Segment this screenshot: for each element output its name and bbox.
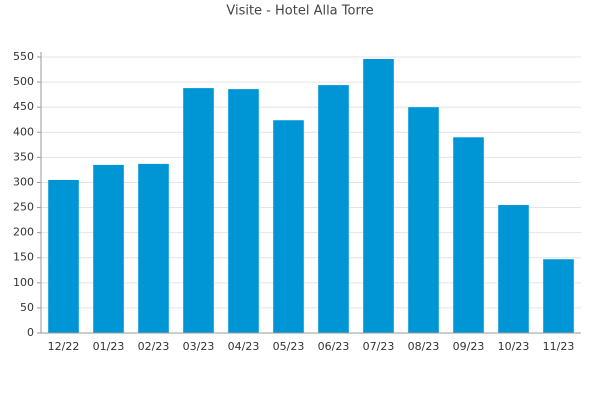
x-tick-label: 11/23 (543, 340, 575, 353)
x-tick-label: 04/23 (228, 340, 260, 353)
y-tick-label: 250 (13, 201, 34, 214)
bar (408, 107, 439, 333)
y-tick-label: 400 (13, 125, 34, 138)
y-tick-label: 150 (13, 251, 34, 264)
bar (543, 259, 574, 333)
y-tick-label: 550 (13, 50, 34, 63)
x-tick-label: 02/23 (138, 340, 170, 353)
y-tick-label: 100 (13, 276, 34, 289)
y-tick-label: 350 (13, 150, 34, 163)
bar (228, 89, 259, 333)
y-tick-label: 450 (13, 100, 34, 113)
x-tick-label: 05/23 (273, 340, 305, 353)
x-tick-label: 01/23 (93, 340, 125, 353)
y-tick-label: 500 (13, 75, 34, 88)
bar (318, 85, 349, 333)
x-tick-label: 06/23 (318, 340, 350, 353)
bar (48, 179, 79, 333)
x-tick-label: 08/23 (408, 340, 440, 353)
bar (453, 137, 484, 333)
bar (138, 163, 169, 333)
y-tick-label: 50 (20, 301, 34, 314)
x-tick-label: 07/23 (363, 340, 395, 353)
chart-title: Visite - Hotel Alla Torre (226, 4, 373, 19)
bar (93, 164, 124, 333)
bar (273, 120, 304, 333)
x-tick-label: 09/23 (453, 340, 485, 353)
x-tick-label: 12/22 (48, 340, 80, 353)
bar (183, 88, 214, 333)
x-tick-label: 10/23 (498, 340, 530, 353)
y-tick-label: 0 (27, 326, 34, 339)
y-tick-label: 200 (13, 226, 34, 239)
y-tick-label: 300 (13, 175, 34, 188)
bar (363, 59, 394, 334)
x-tick-label: 03/23 (183, 340, 215, 353)
bar (498, 205, 529, 333)
